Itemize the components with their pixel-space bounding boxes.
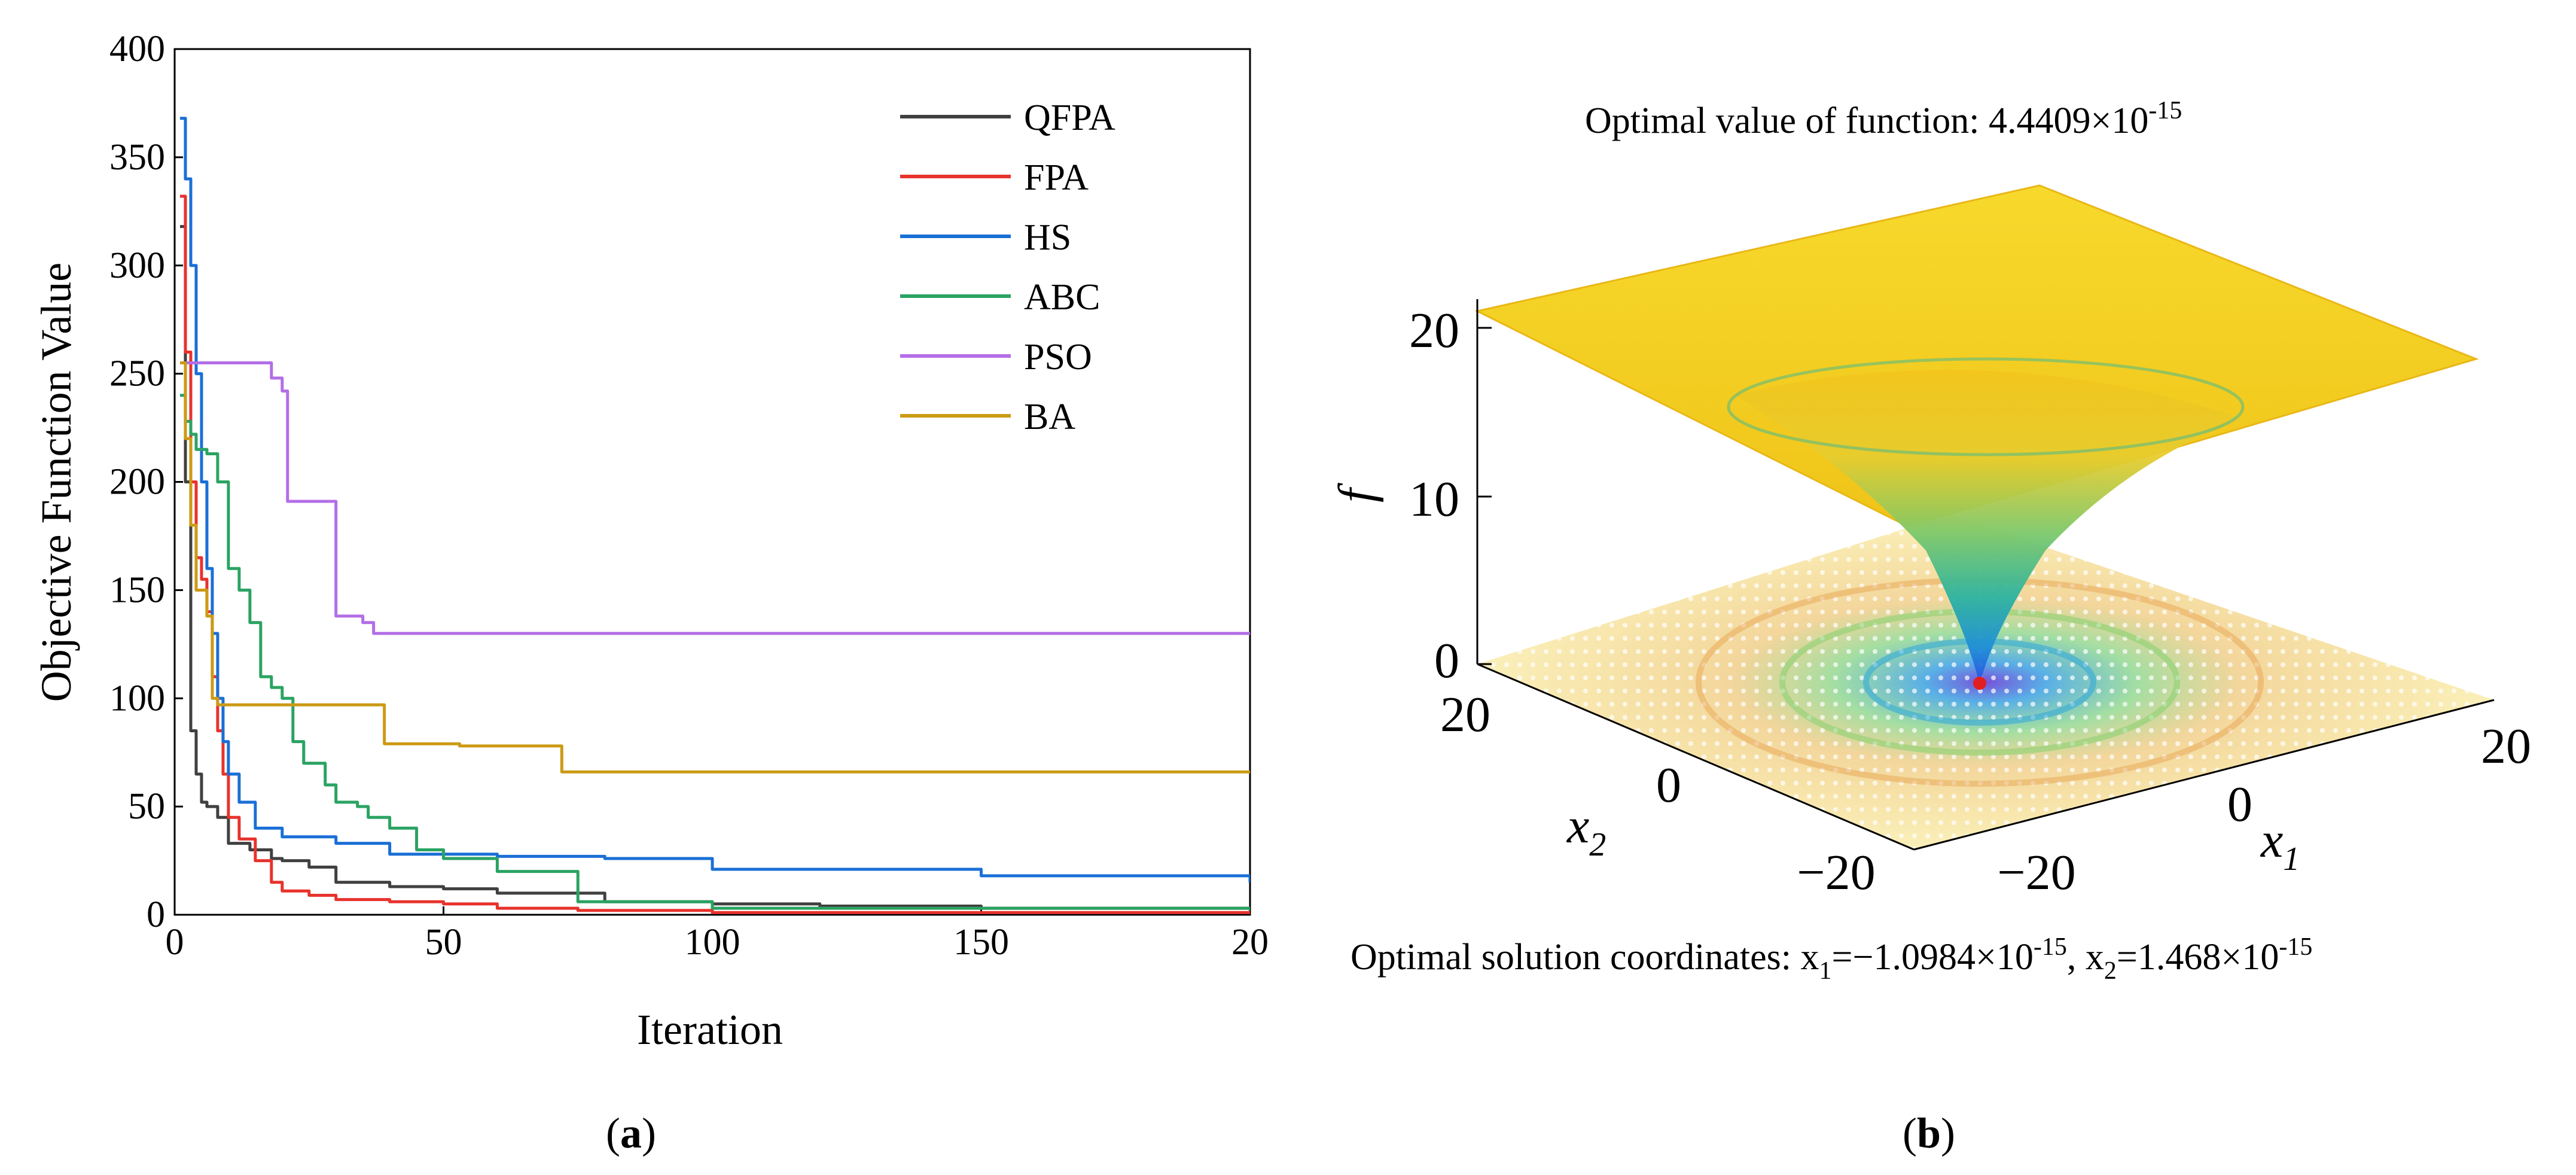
legend-label: ABC bbox=[1024, 277, 1100, 318]
x-tick-label: 100 bbox=[685, 922, 740, 963]
funnel-rim bbox=[1727, 357, 2245, 456]
series-line-abc bbox=[179, 394, 1250, 911]
y-axis-label: Objective Function Value bbox=[32, 263, 80, 702]
x-tick-label: 20 bbox=[1231, 922, 1269, 963]
x1-tick-label: 20 bbox=[2481, 719, 2531, 774]
chart-b: Optimal value of function: 4.4409×10-15 … bbox=[1328, 97, 2531, 1157]
chart-a: 0 50 100 150 200 250 300 350 400 0 50 100 150 20 QFPA… bbox=[32, 29, 1269, 1157]
y-tick-label: 400 bbox=[109, 29, 165, 69]
x-tick-label: 50 bbox=[425, 922, 462, 963]
series-line-qfpa bbox=[179, 225, 1250, 911]
axis-ticks: 0 50 100 150 200 250 300 350 400 0 50 100 150 20 bbox=[109, 29, 1269, 963]
panel-label-a: (a) bbox=[606, 1109, 656, 1157]
x2-axis bbox=[1477, 663, 1915, 851]
series-line-pso bbox=[179, 361, 1250, 635]
x1-tick-label: 0 bbox=[2227, 777, 2252, 832]
legend: QFPA FPA HS ABC PSO BA bbox=[900, 98, 1115, 437]
z-tick-label: 10 bbox=[1409, 471, 1459, 527]
y-tick-label: 250 bbox=[109, 354, 165, 394]
y-tick-label: 300 bbox=[109, 245, 165, 286]
x1-axis bbox=[1913, 699, 2495, 851]
x2-tick-label: −20 bbox=[1797, 845, 1875, 900]
optimum-point bbox=[1973, 677, 1986, 690]
legend-label: BA bbox=[1024, 397, 1075, 437]
x-axis-label: Iteration bbox=[637, 1006, 783, 1054]
surface-top bbox=[1474, 184, 2479, 528]
y-tick-label: 0 bbox=[147, 894, 165, 935]
series-line-ba bbox=[179, 361, 1250, 774]
y-tick-label: 200 bbox=[109, 462, 165, 503]
x1-axis-label: x1 bbox=[2260, 812, 2300, 878]
series-line-fpa bbox=[179, 194, 1250, 914]
legend-label: QFPA bbox=[1024, 98, 1115, 138]
y-tick-label: 150 bbox=[109, 570, 165, 610]
chart-b-title: Optimal value of function: 4.4409×10-15 bbox=[1585, 97, 2182, 141]
x2-tick-label: 0 bbox=[1656, 757, 1681, 813]
y-tick-label: 100 bbox=[109, 678, 165, 719]
series-line-hs bbox=[179, 117, 1250, 882]
y-tick-label: 350 bbox=[109, 137, 165, 178]
x2-axis-label: x2 bbox=[1566, 798, 1606, 863]
z-tick-label: 0 bbox=[1434, 633, 1459, 689]
panel-label-b: (b) bbox=[1903, 1109, 1955, 1157]
series-group bbox=[179, 117, 1250, 914]
optimal-solution-caption: Optimal solution coordinates: x1=−1.0984… bbox=[1351, 933, 2312, 985]
legend-label: PSO bbox=[1024, 337, 1092, 378]
x2-tick-label: 20 bbox=[1440, 687, 1490, 742]
z-tick-label: 20 bbox=[1409, 303, 1459, 358]
x-tick-label: 0 bbox=[166, 922, 184, 963]
legend-label: HS bbox=[1024, 217, 1071, 258]
y-tick-label: 50 bbox=[128, 786, 165, 827]
legend-label: FPA bbox=[1024, 157, 1089, 198]
z-axis-label: f bbox=[1328, 482, 1384, 503]
x1-tick-label: −20 bbox=[1997, 845, 2075, 900]
x-tick-label: 150 bbox=[953, 922, 1009, 963]
